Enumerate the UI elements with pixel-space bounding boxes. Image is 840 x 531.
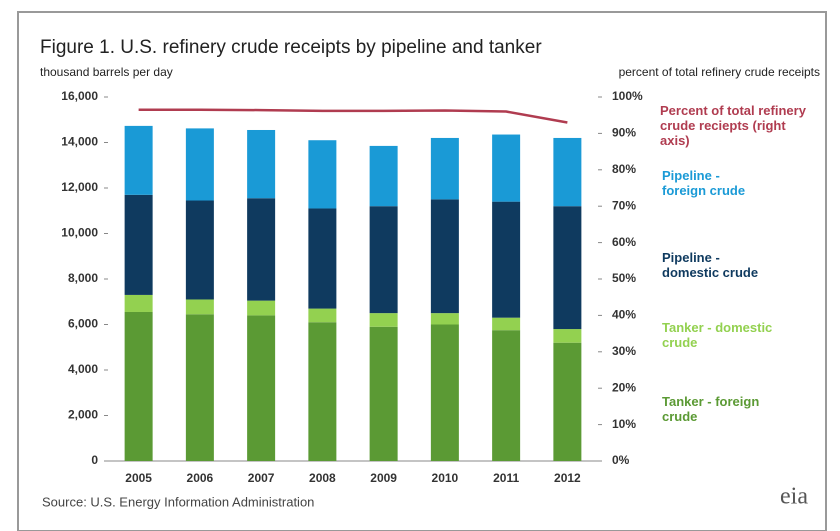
bar-segment	[185, 200, 214, 300]
bar-segment	[185, 128, 214, 201]
x-tick-label: 2007	[248, 471, 275, 485]
legend-entry: Pipeline - foreign crude	[662, 168, 746, 198]
y2-tick-label: 30%	[612, 344, 636, 358]
bar-segment	[308, 308, 337, 323]
bar-segment	[124, 194, 153, 295]
bar-segment	[369, 313, 398, 327]
y2-axis-label: percent of total refinery crude receipts	[619, 65, 820, 79]
bar-segment	[553, 137, 582, 207]
y-tick-label: 6,000	[68, 317, 98, 331]
x-tick-label: 2005	[125, 471, 152, 485]
bar-segment	[247, 129, 276, 199]
bar-segment	[553, 206, 582, 330]
bar-segment	[369, 326, 398, 461]
bar-segment	[492, 201, 521, 318]
bar-segment	[247, 198, 276, 301]
bar-segment	[430, 313, 459, 325]
x-tick-label: 2010	[432, 471, 459, 485]
y2-tick-label: 0%	[612, 453, 630, 467]
bar-segment	[247, 315, 276, 461]
y2-tick-label: 60%	[612, 235, 636, 249]
chart-title: Figure 1. U.S. refinery crude receipts b…	[40, 37, 542, 58]
bar-segment	[430, 199, 459, 314]
y-tick-label: 4,000	[68, 362, 98, 376]
y-tick-label: 0	[91, 453, 98, 467]
y-tick-label: 14,000	[61, 135, 98, 149]
x-tick-label: 2009	[370, 471, 397, 485]
legend-entry: Percent of total refinery crude reciepts…	[660, 103, 806, 148]
bar-segment	[492, 330, 521, 461]
bar-segment	[185, 314, 214, 461]
y2-tick-label: 70%	[612, 198, 636, 212]
y2-tick-label: 100%	[612, 89, 643, 103]
bar-segment	[124, 311, 153, 461]
bar-segment	[124, 125, 153, 195]
bar-segment	[492, 317, 521, 331]
y2-tick-label: 90%	[612, 126, 636, 140]
y-tick-label: 2,000	[68, 408, 98, 422]
y2-tick-label: 20%	[612, 380, 636, 394]
y-tick-label: 8,000	[68, 271, 98, 285]
legend-entry: Tanker - domestic crude	[662, 320, 773, 350]
y2-tick-label: 10%	[612, 417, 636, 431]
bar-segment	[308, 208, 337, 309]
x-tick-label: 2012	[554, 471, 581, 485]
x-tick-label: 2008	[309, 471, 336, 485]
bar-segment	[369, 145, 398, 207]
y2-tick-label: 80%	[612, 162, 636, 176]
line-series	[138, 108, 568, 124]
legend-entry: Tanker - foreign crude	[662, 394, 760, 424]
bar-segment	[430, 137, 459, 200]
y-axis-label: thousand barrels per day	[40, 65, 173, 79]
bar-segment	[185, 299, 214, 315]
frame	[17, 11, 827, 531]
y-tick-label: 16,000	[61, 89, 98, 103]
bar-segment	[553, 329, 582, 343]
bar-segment	[369, 206, 398, 314]
logo: eia	[780, 484, 808, 510]
x-tick-label: 2011	[493, 471, 519, 485]
y2-tick-label: 50%	[612, 271, 636, 285]
x-tick-label: 2006	[187, 471, 214, 485]
bar-segment	[430, 324, 459, 461]
bar-segment	[308, 322, 337, 461]
y2-tick-label: 40%	[612, 308, 636, 322]
bar-segment	[124, 294, 153, 312]
bar-segment	[308, 140, 337, 209]
bar-segment	[553, 342, 582, 461]
y-tick-label: 10,000	[61, 226, 98, 240]
y-tick-label: 12,000	[61, 180, 98, 194]
bar-segment	[492, 134, 521, 202]
bar-segment	[247, 300, 276, 316]
legend-entry: Pipeline - domestic crude	[662, 250, 759, 280]
source: Source: U.S. Energy Information Administ…	[42, 494, 314, 509]
